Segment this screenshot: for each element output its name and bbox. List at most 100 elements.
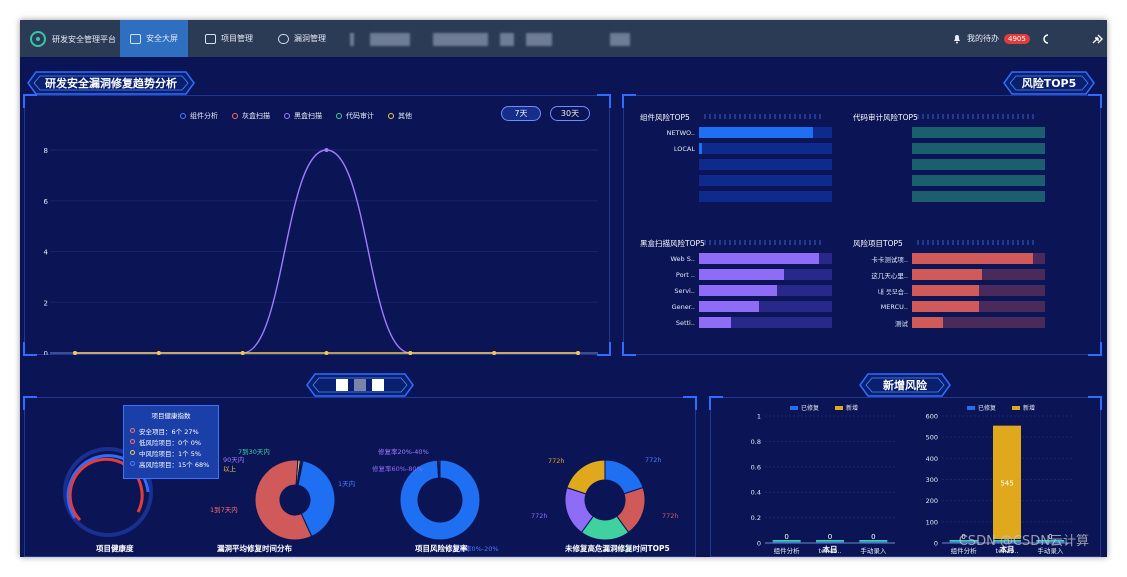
legend-label: 新增 [846,404,858,412]
trend-line-chart: 0246810/1210/1310/1410/1510/1610/1710/18 [44,147,598,355]
redacted-block [336,379,348,391]
redacted-block [372,379,384,391]
legend-dot-icon [232,113,238,119]
bar-data-label: 0 [828,533,832,541]
bar-data-label: 545 [1000,479,1013,487]
panel-corner [1088,342,1102,356]
brand[interactable]: 研发安全管理平台 [30,31,116,47]
data-point [240,351,245,355]
panel-corner [622,342,636,356]
legend-item[interactable]: 其他 [388,111,412,121]
risk-bar-row: MERCU.. [856,301,1045,312]
data-point [492,351,497,355]
tooltip-title: 项目健康指数 [151,412,191,420]
tooltip-rows: 安全项目：6个 27% 低风险项目：0个 0% 中风险项目：1个 5% 高风险项目：1… [130,425,212,469]
bar-fixed [772,541,801,543]
legend-item[interactable]: 黑盒扫描 [284,111,322,121]
status-dot-icon [130,428,135,433]
chart-footer-title: 项目健康度 [96,544,134,553]
risk-block-title: 黑盒扫描风险TOP5 [640,239,705,248]
data-point [324,148,329,152]
y-tick-label: 2 [44,299,48,307]
pie-slice [438,459,441,479]
risk-bar-row [643,159,832,170]
panel-corner [1088,94,1102,108]
bar-fixed [993,541,1021,543]
risk-bar-label: 这几天心里.. [871,271,908,280]
data-point [576,351,580,355]
y-tick-label: 4 [44,249,49,257]
risk-bar-track [699,253,832,264]
nav-item-vulnerability-management[interactable]: 漏洞管理 [268,20,336,57]
new-risk-title: 新增风险 [883,379,927,392]
range-30-days-button[interactable]: 30天 [550,106,590,121]
risk-top5-title: 风险TOP5 [1021,77,1077,90]
risk-bar-track [699,143,832,154]
todo-count-badge: 4905 [1004,33,1030,44]
legend-label: 灰盒扫描 [242,112,270,120]
bar-baseline [859,540,888,542]
x-tick-label: 组件分析 [774,546,801,555]
risk-bar-label: LOCAL [673,144,695,153]
legend-label: 其他 [398,112,412,120]
platform-name: 研发安全管理平台 [52,34,116,44]
chart-footer-title: 未修复高危漏洞修复时间TOP5 [565,544,670,553]
nav-item-project-management[interactable]: 项目管理 [195,20,263,57]
nav-item-security-screen[interactable]: 安全大屏 [120,20,188,57]
risk-bar-label: NETWO.. [666,128,695,137]
legend-item[interactable]: 组件分析 [180,111,218,121]
risk-bar-track [699,159,832,170]
risk-bar-track [912,127,1045,138]
risk-bar-fill [699,143,702,154]
tooltip-row: 低风险项目：0个 0% [130,436,212,447]
avatar-icon [1043,33,1049,44]
legend-item[interactable]: 代码审计 [336,111,374,121]
risk-bar-fill [912,253,1034,264]
range-7-days-button[interactable]: 7天 [501,106,541,121]
data-point [408,351,413,355]
tooltip-row-text: 安全项目：6个 27% [139,427,199,436]
risk-bar-label: 내 읏모습.. [877,287,908,296]
todo-button[interactable]: 我的待办 4905 [952,20,1030,57]
y-tick-label: 0 [44,350,48,355]
x-tick-label: tenab.. [996,547,1019,555]
pie-slice [566,459,606,495]
slice-label: 772h [662,512,679,520]
risk-bar-row [856,143,1045,154]
redacted-nav-item [350,33,354,46]
risk-bar-label: Servi.. [674,286,695,295]
cloud-icon [278,33,289,44]
legend-label: 黑盒扫描 [294,112,322,120]
risk-bar-row: Gener.. [643,301,832,312]
risk-bar-row: 这几天心里.. [856,269,1045,280]
folder-icon [205,33,216,44]
risk-bar-row: Port .. [643,269,832,280]
y-tick-label: 0.6 [751,463,761,471]
y-tick-label: 8 [44,147,48,155]
redacted-block [354,379,366,391]
x-tick-label: 手动录入 [860,546,887,555]
arrow-out-icon [1092,34,1103,43]
y-tick-label: 1 [757,413,761,421]
bar-baseline [772,540,801,542]
logout-button[interactable] [1092,20,1103,57]
risk-bar-track [912,285,1045,296]
new-risk-panel [709,396,1102,557]
risk-bar-row: 测试 [856,317,1045,328]
bar-fixed [816,541,844,543]
legend-dot-icon [180,113,186,119]
slice-label: 1天内 [338,479,355,488]
platform-logo-icon [30,31,46,47]
panel-corner [1088,396,1102,410]
chart-footer-title: 项目风险修复率 [415,544,468,553]
nav-item-label: 项目管理 [221,34,253,43]
user-avatar[interactable] [1042,20,1050,57]
slice-label: 772h [531,512,548,520]
tooltip-row-text: 低风险项目：0个 0% [139,438,202,447]
bell-icon [954,34,960,43]
bar-fixed [949,541,978,543]
risk-top5-title-tag: 风险TOP5 [1002,70,1096,96]
legend-item[interactable]: 灰盒扫描 [232,111,270,121]
y-tick-label: 300 [926,476,938,484]
